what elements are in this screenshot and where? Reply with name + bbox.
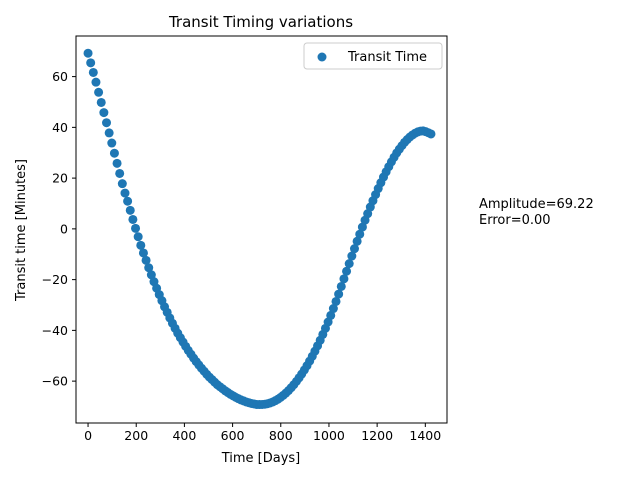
data-point [146,270,156,280]
data-point [138,248,148,258]
data-point [94,87,104,97]
amplitude-annotation: Amplitude=69.22 [479,197,594,212]
data-point [326,310,336,320]
error-annotation: Error=0.00 [479,213,551,228]
chart-title: Transit Timing variations [168,13,353,31]
y-tick-label: 60 [52,69,68,84]
data-point [112,158,122,168]
data-point [88,67,98,77]
data-point [349,244,359,254]
x-tick-label: 600 [221,428,245,443]
legend-box [303,42,443,70]
data-point [144,263,154,273]
data-point [131,223,141,233]
y-tick-label: −20 [42,272,68,287]
data-point [107,138,117,148]
data-point [344,259,354,269]
data-point [96,97,106,107]
x-tick-label: 200 [124,428,148,443]
data-point [115,168,125,178]
legend-label-transit-time: Transit Time [347,50,427,65]
y-tick-label: 0 [60,221,68,236]
data-point [357,222,367,232]
data-point [136,240,146,250]
data-point [125,205,135,215]
data-point [123,196,133,206]
x-tick-label: 800 [269,428,293,443]
data-point [109,148,119,158]
data-point [86,58,96,68]
x-tick-label: 1000 [313,428,345,443]
x-axis-label: Time [Days] [221,451,301,466]
y-tick-label: −60 [42,374,68,389]
y-axis-ticks: −60 −40 −20 0 20 40 60 [42,69,76,389]
legend-marker [317,52,327,62]
data-point [426,129,436,139]
data-point [102,118,112,128]
x-tick-label: 1200 [361,428,393,443]
y-tick-label: −40 [42,323,68,338]
legend: Transit Time [303,42,443,70]
data-point [331,296,341,306]
y-tick-label: 20 [52,171,68,186]
data-point [355,229,365,239]
x-tick-label: 0 [84,428,92,443]
data-point [83,48,93,58]
plot-frame [75,35,448,424]
data-point [128,214,138,224]
data-point [104,128,114,138]
y-axis-label: Transit time [Minutes] [14,159,29,302]
data-point [117,179,127,189]
data-point [91,77,101,87]
data-point [342,266,352,276]
data-point [141,255,151,265]
data-point [133,232,143,242]
data-point [336,281,346,291]
data-points [83,48,436,410]
data-point [347,251,357,261]
x-axis-ticks: 0 200 400 600 800 1000 1200 1400 [84,423,441,443]
data-point [328,304,338,314]
data-point [352,236,362,246]
data-point [120,188,130,198]
data-point [334,289,344,299]
data-point [99,108,109,118]
y-tick-label: 40 [52,120,68,135]
x-tick-label: 1400 [409,428,441,443]
x-tick-label: 400 [172,428,196,443]
data-point [339,274,349,284]
